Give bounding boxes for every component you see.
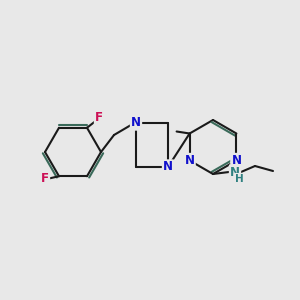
Text: N: N (184, 154, 195, 167)
Text: N: N (163, 160, 173, 173)
Text: N: N (230, 166, 240, 178)
Text: N: N (131, 116, 141, 130)
Text: F: F (41, 172, 49, 185)
Text: N: N (231, 154, 242, 167)
Text: F: F (95, 111, 103, 124)
Text: H: H (235, 174, 243, 184)
